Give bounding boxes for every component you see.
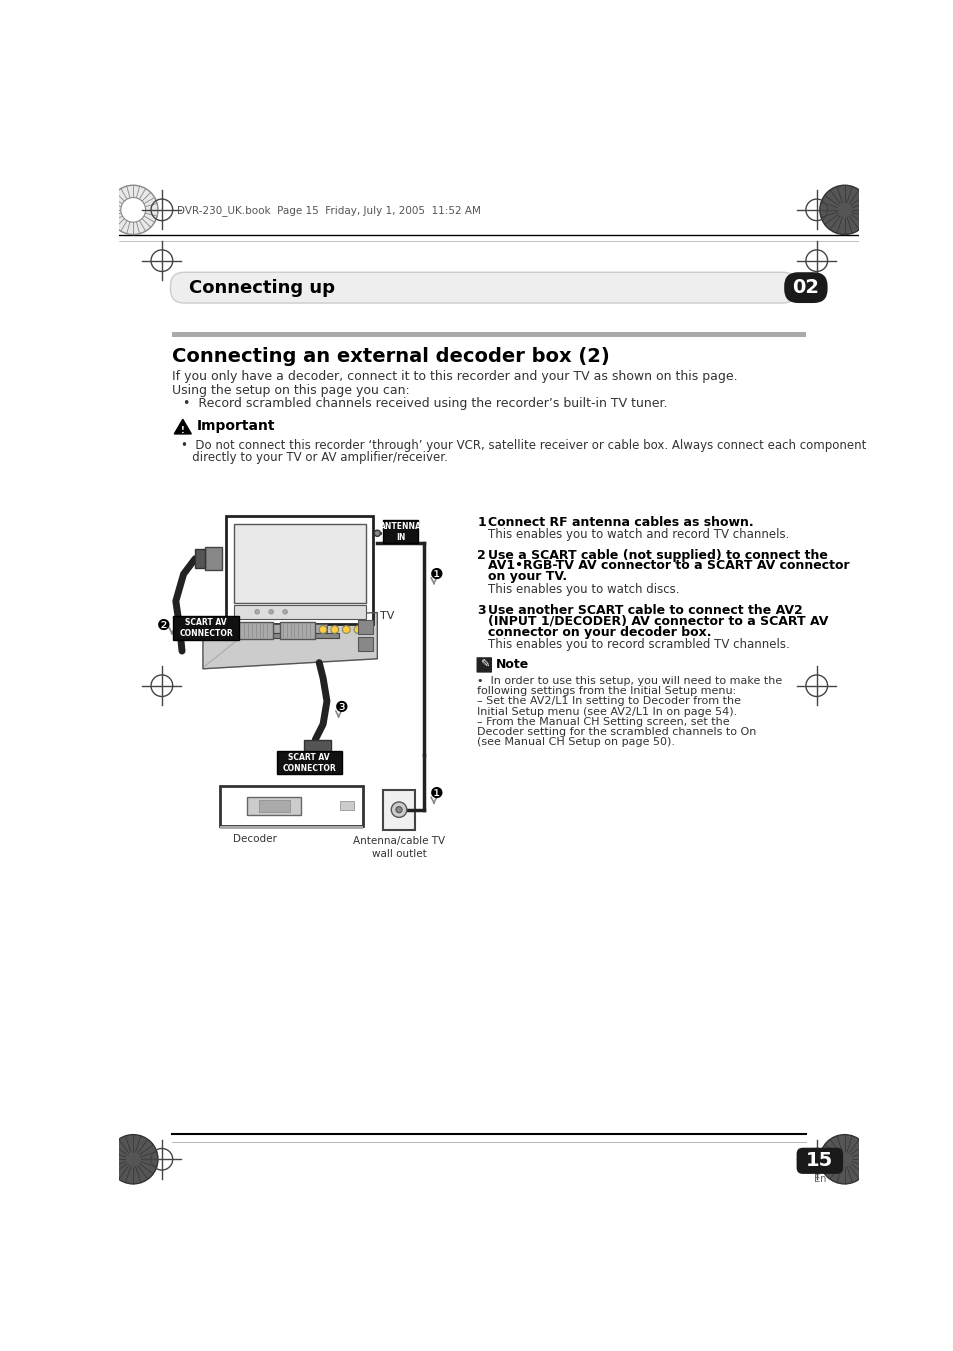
FancyBboxPatch shape: [476, 657, 492, 673]
Bar: [340, 801, 354, 811]
Bar: [172, 331, 805, 336]
Text: Initial Setup menu (see AV2/L1 In on page 54).: Initial Setup menu (see AV2/L1 In on pag…: [476, 707, 737, 716]
Text: ✎: ✎: [479, 659, 489, 670]
Bar: [205, 547, 222, 570]
Circle shape: [342, 626, 350, 634]
Text: SCART AV
CONNECTOR: SCART AV CONNECTOR: [179, 617, 233, 638]
FancyBboxPatch shape: [783, 273, 827, 303]
Text: DVR-230_UK.book  Page 15  Friday, July 1, 2005  11:52 AM: DVR-230_UK.book Page 15 Friday, July 1, …: [177, 205, 480, 216]
Text: Connecting up: Connecting up: [189, 278, 335, 297]
Text: This enables you to watch and record TV channels.: This enables you to watch and record TV …: [488, 528, 789, 540]
Bar: [237, 621, 273, 639]
Bar: [195, 550, 205, 567]
Bar: [357, 638, 373, 651]
Text: SCART AV
CONNECTOR: SCART AV CONNECTOR: [282, 753, 335, 773]
Polygon shape: [203, 612, 377, 669]
Bar: [382, 790, 415, 830]
Text: •  In order to use this setup, you will need to make the: • In order to use this setup, you will n…: [476, 677, 781, 686]
Text: Antenna/cable TV
wall outlet: Antenna/cable TV wall outlet: [353, 836, 445, 859]
Bar: [276, 751, 342, 774]
Bar: [310, 754, 325, 763]
Text: ❶: ❶: [430, 786, 443, 801]
Bar: [220, 786, 363, 825]
Text: ❷: ❷: [156, 619, 171, 634]
Circle shape: [109, 185, 158, 235]
Circle shape: [395, 807, 402, 813]
Text: 02: 02: [792, 278, 819, 297]
Text: ❸: ❸: [335, 700, 348, 715]
Text: 1: 1: [476, 516, 485, 530]
Bar: [258, 800, 290, 812]
Text: ❶: ❶: [430, 566, 443, 581]
Circle shape: [374, 530, 380, 536]
Circle shape: [254, 609, 259, 615]
Circle shape: [331, 626, 338, 634]
Text: (see Manual CH Setup on page 50).: (see Manual CH Setup on page 50).: [476, 736, 675, 747]
Text: 3: 3: [476, 604, 485, 617]
Text: Important: Important: [196, 419, 275, 434]
Text: 2: 2: [476, 549, 485, 562]
Text: TV: TV: [379, 612, 394, 621]
Text: connector on your decoder box.: connector on your decoder box.: [488, 626, 711, 639]
Text: En: En: [813, 1174, 825, 1183]
Text: AV1•RGB-TV AV connector to a SCART AV connector: AV1•RGB-TV AV connector to a SCART AV co…: [488, 559, 849, 573]
Text: Use a SCART cable (not supplied) to connect the: Use a SCART cable (not supplied) to conn…: [488, 549, 827, 562]
Text: – Set the AV2/L1 In setting to Decoder from the: – Set the AV2/L1 In setting to Decoder f…: [476, 697, 740, 707]
Bar: [226, 516, 373, 624]
Text: Connect RF antenna cables as shown.: Connect RF antenna cables as shown.: [488, 516, 753, 530]
Bar: [273, 624, 327, 634]
Text: ANTENNA
IN: ANTENNA IN: [379, 521, 421, 542]
Text: Using the setup on this page you can:: Using the setup on this page you can:: [172, 384, 409, 397]
Bar: [233, 605, 365, 619]
Circle shape: [109, 1135, 158, 1183]
FancyBboxPatch shape: [171, 273, 796, 303]
Circle shape: [121, 197, 146, 222]
Bar: [280, 621, 315, 639]
Circle shape: [282, 609, 287, 615]
Text: on your TV.: on your TV.: [488, 570, 567, 584]
Bar: [261, 634, 338, 638]
Text: following settings from the Initial Setup menu:: following settings from the Initial Setu…: [476, 686, 736, 697]
Text: (INPUT 1/DECODER) AV connector to a SCART AV: (INPUT 1/DECODER) AV connector to a SCAR…: [488, 615, 827, 628]
Text: If you only have a decoder, connect it to this recorder and your TV as shown on : If you only have a decoder, connect it t…: [172, 370, 737, 384]
Bar: [382, 520, 418, 543]
Text: •  Do not connect this recorder ‘through’ your VCR, satellite receiver or cable : • Do not connect this recorder ‘through’…: [181, 439, 865, 453]
Circle shape: [819, 1135, 868, 1183]
Text: •  Record scrambled channels received using the recorder’s built-in TV tuner.: • Record scrambled channels received usi…: [183, 397, 666, 409]
Bar: [303, 739, 331, 754]
Circle shape: [269, 609, 274, 615]
Text: Note: Note: [496, 658, 529, 671]
Circle shape: [354, 626, 361, 634]
Bar: [220, 825, 363, 830]
Text: Decoder setting for the scrambled channels to On: Decoder setting for the scrambled channe…: [476, 727, 756, 736]
Text: Use another SCART cable to connect the AV2: Use another SCART cable to connect the A…: [488, 604, 802, 617]
Circle shape: [319, 626, 327, 634]
Circle shape: [819, 185, 868, 235]
Bar: [173, 616, 239, 639]
Text: 15: 15: [805, 1151, 833, 1170]
Text: – From the Manual CH Setting screen, set the: – From the Manual CH Setting screen, set…: [476, 716, 729, 727]
Text: Decoder: Decoder: [233, 834, 276, 843]
Text: Connecting an external decoder box (2): Connecting an external decoder box (2): [172, 347, 609, 366]
Polygon shape: [174, 419, 192, 434]
Text: directly to your TV or AV amplifier/receiver.: directly to your TV or AV amplifier/rece…: [181, 451, 448, 463]
Text: This enables you to watch discs.: This enables you to watch discs.: [488, 582, 679, 596]
Bar: [233, 524, 365, 603]
Text: !: !: [181, 426, 185, 435]
FancyBboxPatch shape: [796, 1148, 842, 1174]
Bar: [247, 797, 301, 815]
Circle shape: [391, 802, 406, 817]
Text: This enables you to record scrambled TV channels.: This enables you to record scrambled TV …: [488, 638, 789, 651]
Bar: [357, 620, 373, 634]
